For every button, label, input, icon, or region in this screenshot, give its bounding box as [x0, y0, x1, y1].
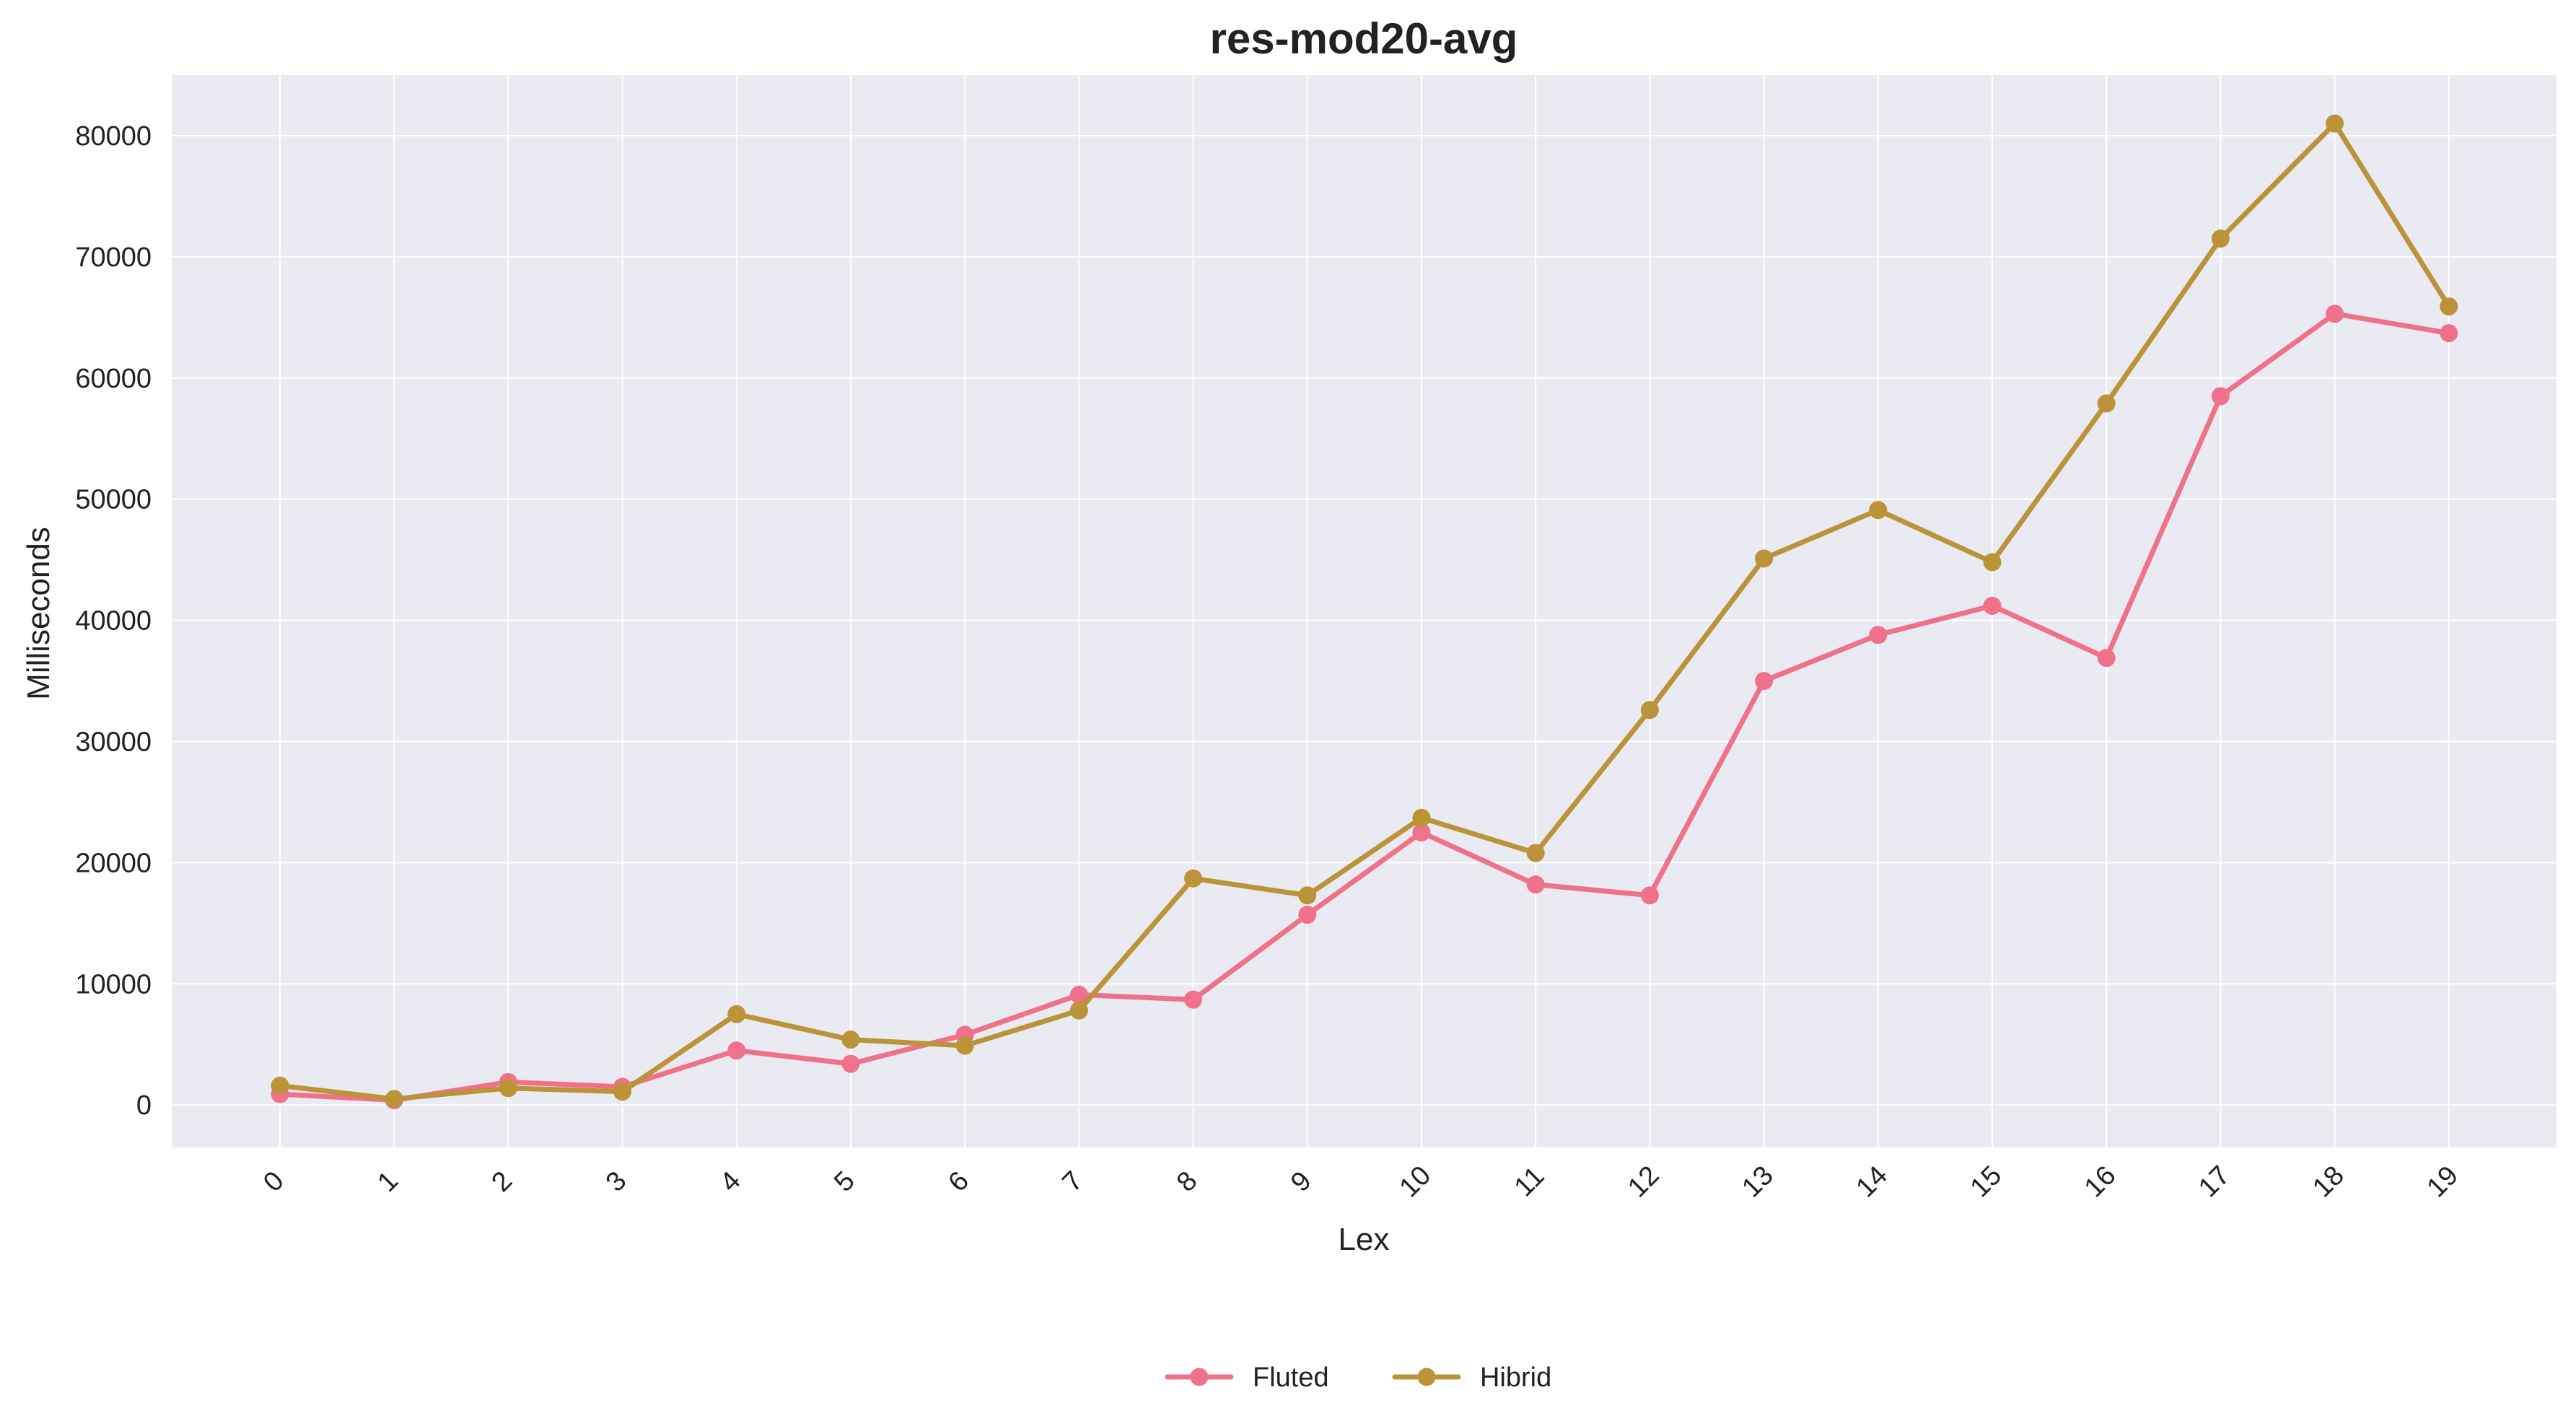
legend: Fluted Hibrid — [1165, 1362, 1551, 1393]
y-tick-label: 50000 — [75, 485, 152, 515]
data-point-fluted — [2440, 324, 2458, 343]
x-tick-label: 9 — [1285, 1165, 1318, 1198]
x-tick-label: 6 — [942, 1165, 975, 1198]
series-lines — [271, 114, 2458, 1110]
data-point-fluted — [2097, 649, 2116, 668]
x-tick-label: 12 — [1622, 1160, 1665, 1204]
legend-marker-hibrid — [1417, 1368, 1436, 1386]
data-point-hibrid — [499, 1079, 517, 1098]
data-point-hibrid — [841, 1031, 860, 1049]
x-tick-label: 4 — [714, 1165, 747, 1198]
y-tick-label: 0 — [136, 1090, 152, 1121]
y-tick-label: 70000 — [75, 242, 152, 273]
data-point-hibrid — [2097, 394, 2116, 413]
x-tick-label: 0 — [258, 1165, 290, 1198]
x-tick-label: 1 — [372, 1165, 404, 1198]
data-point-hibrid — [1412, 808, 1431, 827]
y-axis-label: Milliseconds — [21, 527, 56, 700]
data-point-fluted — [1298, 906, 1317, 924]
x-tick-label: 16 — [2079, 1160, 2122, 1204]
y-tick-label: 40000 — [75, 606, 152, 637]
x-tick-label: 14 — [1851, 1160, 1894, 1204]
data-point-hibrid — [1298, 886, 1317, 905]
data-point-fluted — [1755, 672, 1774, 691]
x-tick-label: 13 — [1736, 1160, 1779, 1204]
series-line-hibrid — [277, 121, 2452, 1102]
y-tick-label: 30000 — [75, 727, 152, 758]
x-tick-label: 7 — [1057, 1165, 1090, 1198]
x-tick-label: 5 — [828, 1165, 861, 1198]
data-point-hibrid — [1869, 501, 1888, 520]
data-point-hibrid — [271, 1076, 289, 1095]
data-point-fluted — [1983, 596, 2002, 615]
data-point-fluted — [1526, 875, 1545, 894]
data-point-hibrid — [1184, 869, 1203, 888]
x-tick-label: 17 — [2193, 1160, 2236, 1204]
legend-label-fluted: Fluted — [1253, 1362, 1329, 1393]
chart-title: res-mod20-avg — [1210, 14, 1518, 63]
x-tick-label: 2 — [486, 1165, 519, 1198]
x-tick-label: 11 — [1509, 1161, 1551, 1203]
data-point-fluted — [1869, 626, 1888, 644]
x-tick-label: 15 — [1965, 1160, 2008, 1204]
data-point-fluted — [1069, 985, 1088, 1004]
data-point-hibrid — [2326, 114, 2344, 133]
data-point-hibrid — [1755, 549, 1774, 568]
data-point-fluted — [1412, 823, 1431, 841]
y-tick-label: 20000 — [75, 848, 152, 878]
legend-label-hibrid: Hibrid — [1480, 1362, 1551, 1393]
data-point-fluted — [1184, 990, 1203, 1009]
data-point-fluted — [727, 1041, 746, 1060]
data-point-fluted — [2326, 305, 2344, 323]
legend-marker-fluted — [1190, 1368, 1209, 1386]
x-tick-label: 3 — [600, 1165, 633, 1198]
data-point-hibrid — [1069, 1001, 1088, 1020]
data-point-fluted — [2211, 387, 2230, 406]
y-axis-ticks: 0 10000 20000 30000 40000 50000 60000 70000 8000… — [75, 121, 152, 1121]
data-point-hibrid — [385, 1090, 403, 1108]
data-point-hibrid — [2440, 297, 2458, 316]
y-tick-label: 10000 — [75, 969, 152, 999]
x-tick-label: 18 — [2307, 1160, 2350, 1204]
data-point-hibrid — [613, 1082, 632, 1101]
data-point-hibrid — [955, 1036, 974, 1055]
x-axis-ticks: 0 1 2 3 4 5 6 7 8 9 10 11 12 13 14 15 16 17 18 19 — [258, 1160, 2464, 1204]
y-tick-label: 60000 — [75, 364, 152, 394]
data-point-hibrid — [2211, 229, 2230, 248]
data-point-hibrid — [1526, 844, 1545, 862]
data-point-hibrid — [1640, 701, 1659, 719]
data-point-fluted — [1640, 886, 1659, 905]
x-tick-label: 10 — [1394, 1160, 1437, 1204]
plot-area — [172, 75, 2557, 1147]
x-tick-label: 8 — [1171, 1165, 1204, 1198]
y-tick-label: 80000 — [75, 121, 152, 152]
data-point-fluted — [841, 1054, 860, 1073]
x-tick-label: 19 — [2422, 1160, 2465, 1204]
data-point-hibrid — [1983, 553, 2002, 572]
x-axis-label: Lex — [1339, 1222, 1390, 1257]
data-point-hibrid — [727, 1005, 746, 1023]
